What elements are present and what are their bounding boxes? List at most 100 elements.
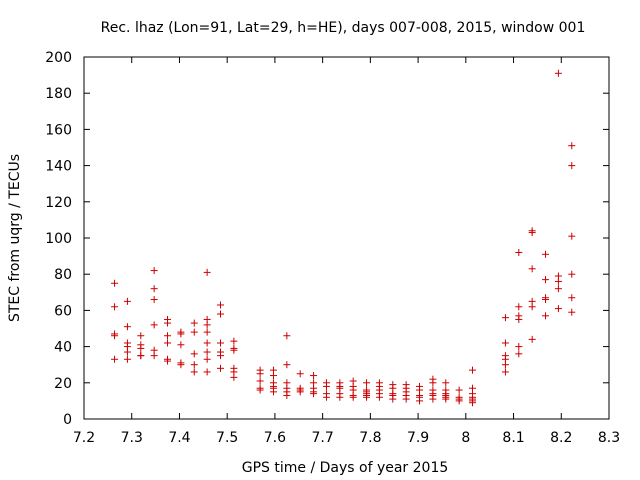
data-point: [217, 352, 224, 360]
data-point: [296, 388, 304, 396]
data-point: [429, 379, 437, 387]
x-tick-label: 7.6: [264, 430, 286, 446]
plot-frame: [83, 56, 610, 420]
data-point: [269, 388, 277, 396]
data-point: [515, 350, 523, 358]
y-tick-label: 140: [45, 159, 72, 175]
data-point: [515, 315, 523, 323]
x-tick-label: 7.2: [73, 430, 95, 446]
data-point: [283, 391, 291, 399]
y-tick-label: 80: [54, 267, 72, 283]
data-point: [150, 296, 158, 304]
data-point: [230, 337, 238, 345]
data-point: [501, 314, 509, 322]
data-point: [137, 352, 145, 360]
data-point: [203, 268, 211, 276]
data-point: [363, 379, 371, 387]
data-point: [568, 270, 576, 278]
data-point: [203, 339, 211, 347]
data-point: [150, 321, 158, 329]
y-tick-label: 0: [63, 412, 72, 428]
data-point: [150, 267, 158, 275]
data-point: [455, 397, 463, 405]
data-point: [349, 393, 357, 401]
data-point: [528, 229, 536, 237]
data-point: [568, 232, 576, 240]
x-tick-label: 7.4: [168, 430, 190, 446]
y-tick-label: 120: [45, 195, 72, 211]
data-point: [542, 312, 550, 320]
data-point: [150, 352, 158, 360]
data-point: [123, 348, 131, 356]
data-point: [402, 395, 410, 403]
data-point: [150, 285, 158, 293]
data-point: [542, 296, 550, 304]
data-point: [322, 393, 330, 401]
data-point: [203, 328, 211, 336]
data-point: [256, 377, 264, 385]
data-point: [203, 368, 211, 376]
data-point: [111, 303, 119, 311]
data-point: [310, 372, 318, 380]
data-point: [217, 364, 224, 372]
data-point: [283, 361, 291, 369]
data-point: [528, 303, 536, 311]
data-point: [111, 279, 119, 287]
x-axis-label: GPS time / Days of year 2015: [242, 460, 449, 476]
data-point: [501, 368, 509, 376]
x-tick-label: 7.7: [312, 430, 334, 446]
x-tick-label: 8.3: [598, 430, 620, 446]
data-point: [177, 341, 185, 349]
data-point: [554, 69, 562, 77]
data-point: [164, 339, 172, 347]
data-point: [542, 276, 550, 284]
data-point: [501, 339, 509, 347]
x-tick-label: 8.2: [550, 430, 572, 446]
data-point: [177, 361, 185, 369]
data-point: [515, 248, 523, 256]
y-tick-label: 100: [45, 231, 72, 247]
data-point: [554, 277, 562, 285]
data-point: [568, 308, 576, 316]
x-tick-label: 7.8: [359, 430, 381, 446]
data-point: [442, 379, 450, 387]
data-point: [230, 373, 238, 381]
x-tick-label: 7.3: [121, 430, 143, 446]
data-point: [568, 294, 576, 302]
data-point: [416, 397, 424, 405]
data-point: [190, 319, 198, 327]
y-tick-label: 20: [54, 376, 72, 392]
chart-title: Rec. lhaz (Lon=91, Lat=29, h=HE), days 0…: [101, 20, 586, 36]
data-point: [269, 372, 277, 380]
data-point: [375, 393, 383, 401]
data-point: [164, 357, 172, 365]
data-point: [177, 330, 185, 338]
data-point: [389, 395, 397, 403]
data-point: [190, 328, 198, 336]
data-point: [568, 142, 576, 150]
data-point: [528, 265, 536, 273]
data-point: [469, 399, 476, 407]
data-point: [501, 361, 509, 369]
data-point: [528, 335, 536, 343]
data-point: [111, 332, 119, 340]
data-point: [542, 250, 550, 258]
data-point: [123, 355, 131, 363]
data-point: [137, 332, 145, 340]
y-tick-label: 40: [54, 340, 72, 356]
data-point: [217, 310, 224, 318]
data-point: [310, 390, 318, 398]
data-point: [111, 355, 119, 363]
data-points: [111, 69, 576, 407]
data-point: [455, 386, 463, 394]
data-point: [203, 348, 211, 356]
data-point: [469, 366, 476, 374]
x-tick-label: 7.9: [407, 430, 429, 446]
x-tick-label: 7.5: [216, 430, 238, 446]
data-point: [554, 285, 562, 293]
data-point: [322, 382, 330, 390]
x-tick-label: 8.1: [502, 430, 524, 446]
data-point: [217, 301, 224, 309]
data-point: [363, 393, 371, 401]
